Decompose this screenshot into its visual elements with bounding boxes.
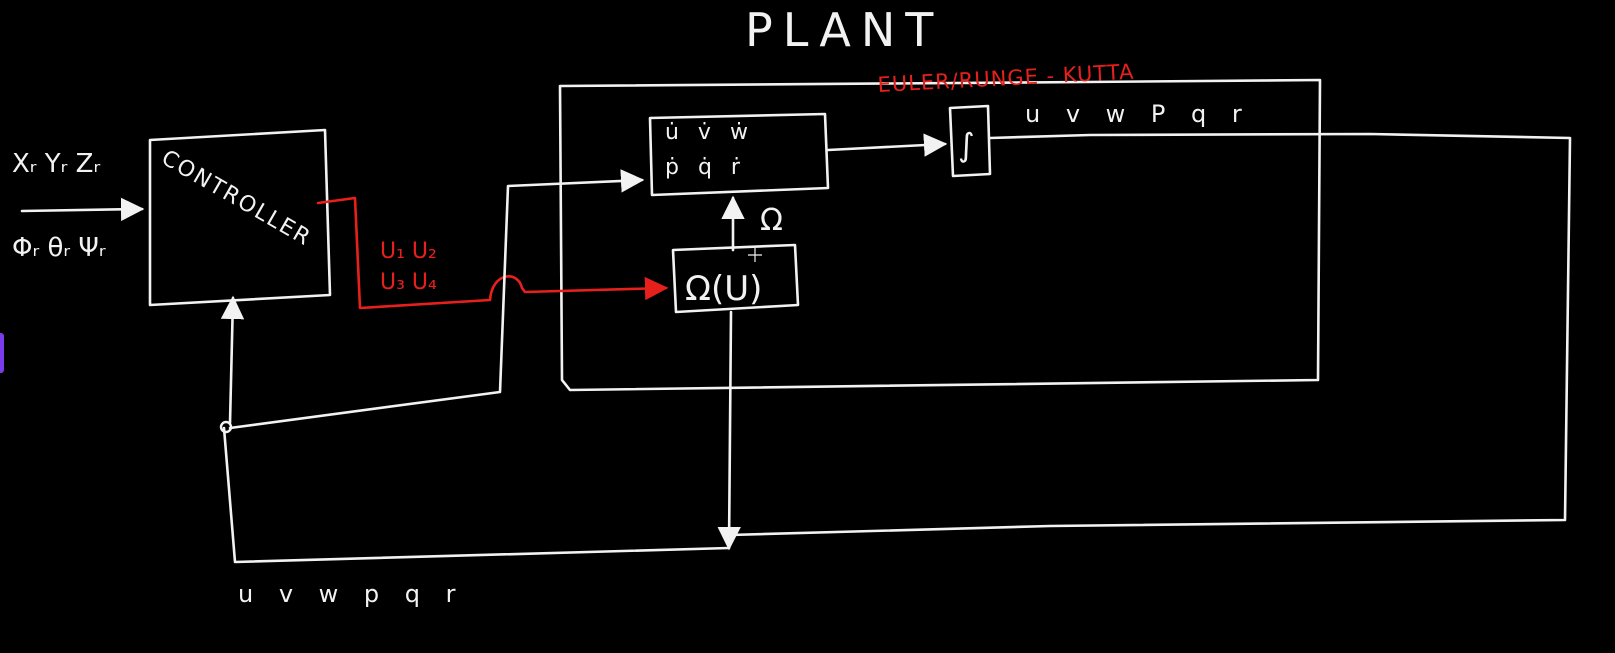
- control-inputs-row2: U₃ U₄: [380, 270, 437, 295]
- feedback-to-dynamics-wire: [228, 169, 645, 430]
- reference-attitude-label: Φᵣ θᵣ Ψᵣ: [12, 233, 106, 263]
- integrator-symbol: ∫: [958, 126, 975, 164]
- reference-input-arrow: [20, 197, 145, 222]
- integrator-method-label: EULER/RUNGE - KUTTA: [877, 60, 1135, 97]
- plant-title: PLANT: [745, 3, 943, 57]
- feedback-to-controller-wire: [220, 295, 245, 425]
- dynamics-to-integrator-wire: [826, 133, 948, 157]
- control-signal-wire: [316, 196, 669, 310]
- plant-boundary: [558, 78, 1322, 392]
- edge-tab-handle[interactable]: [0, 333, 4, 373]
- rotor-map-label: Ω(U): [685, 269, 762, 309]
- controller-box: [148, 128, 332, 307]
- dynamics-row1-label: u̇ v̇ ẇ: [665, 120, 754, 145]
- reference-position-label: Xᵣ Yᵣ Zᵣ: [12, 149, 100, 179]
- rotor-to-bottom-wire: [717, 310, 741, 551]
- dynamics-block: [648, 112, 830, 197]
- feedback-bus: [222, 426, 731, 564]
- dynamics-row2-label: ṗ q̇ ṙ: [665, 155, 746, 180]
- integrator-block: [948, 104, 992, 178]
- rotor-map-block: [671, 243, 800, 314]
- cursor-crosshair: [748, 248, 762, 262]
- integrated-states-label: u v w P q r: [1025, 100, 1251, 128]
- integrator-output-loop: [728, 132, 1572, 537]
- rotor-speed-symbol: Ω: [760, 203, 783, 238]
- control-inputs-row1: U₁ U₂: [380, 239, 437, 264]
- feedback-states-label: u v w p q r: [238, 580, 465, 608]
- controller-label: CONTROLLER: [157, 146, 316, 252]
